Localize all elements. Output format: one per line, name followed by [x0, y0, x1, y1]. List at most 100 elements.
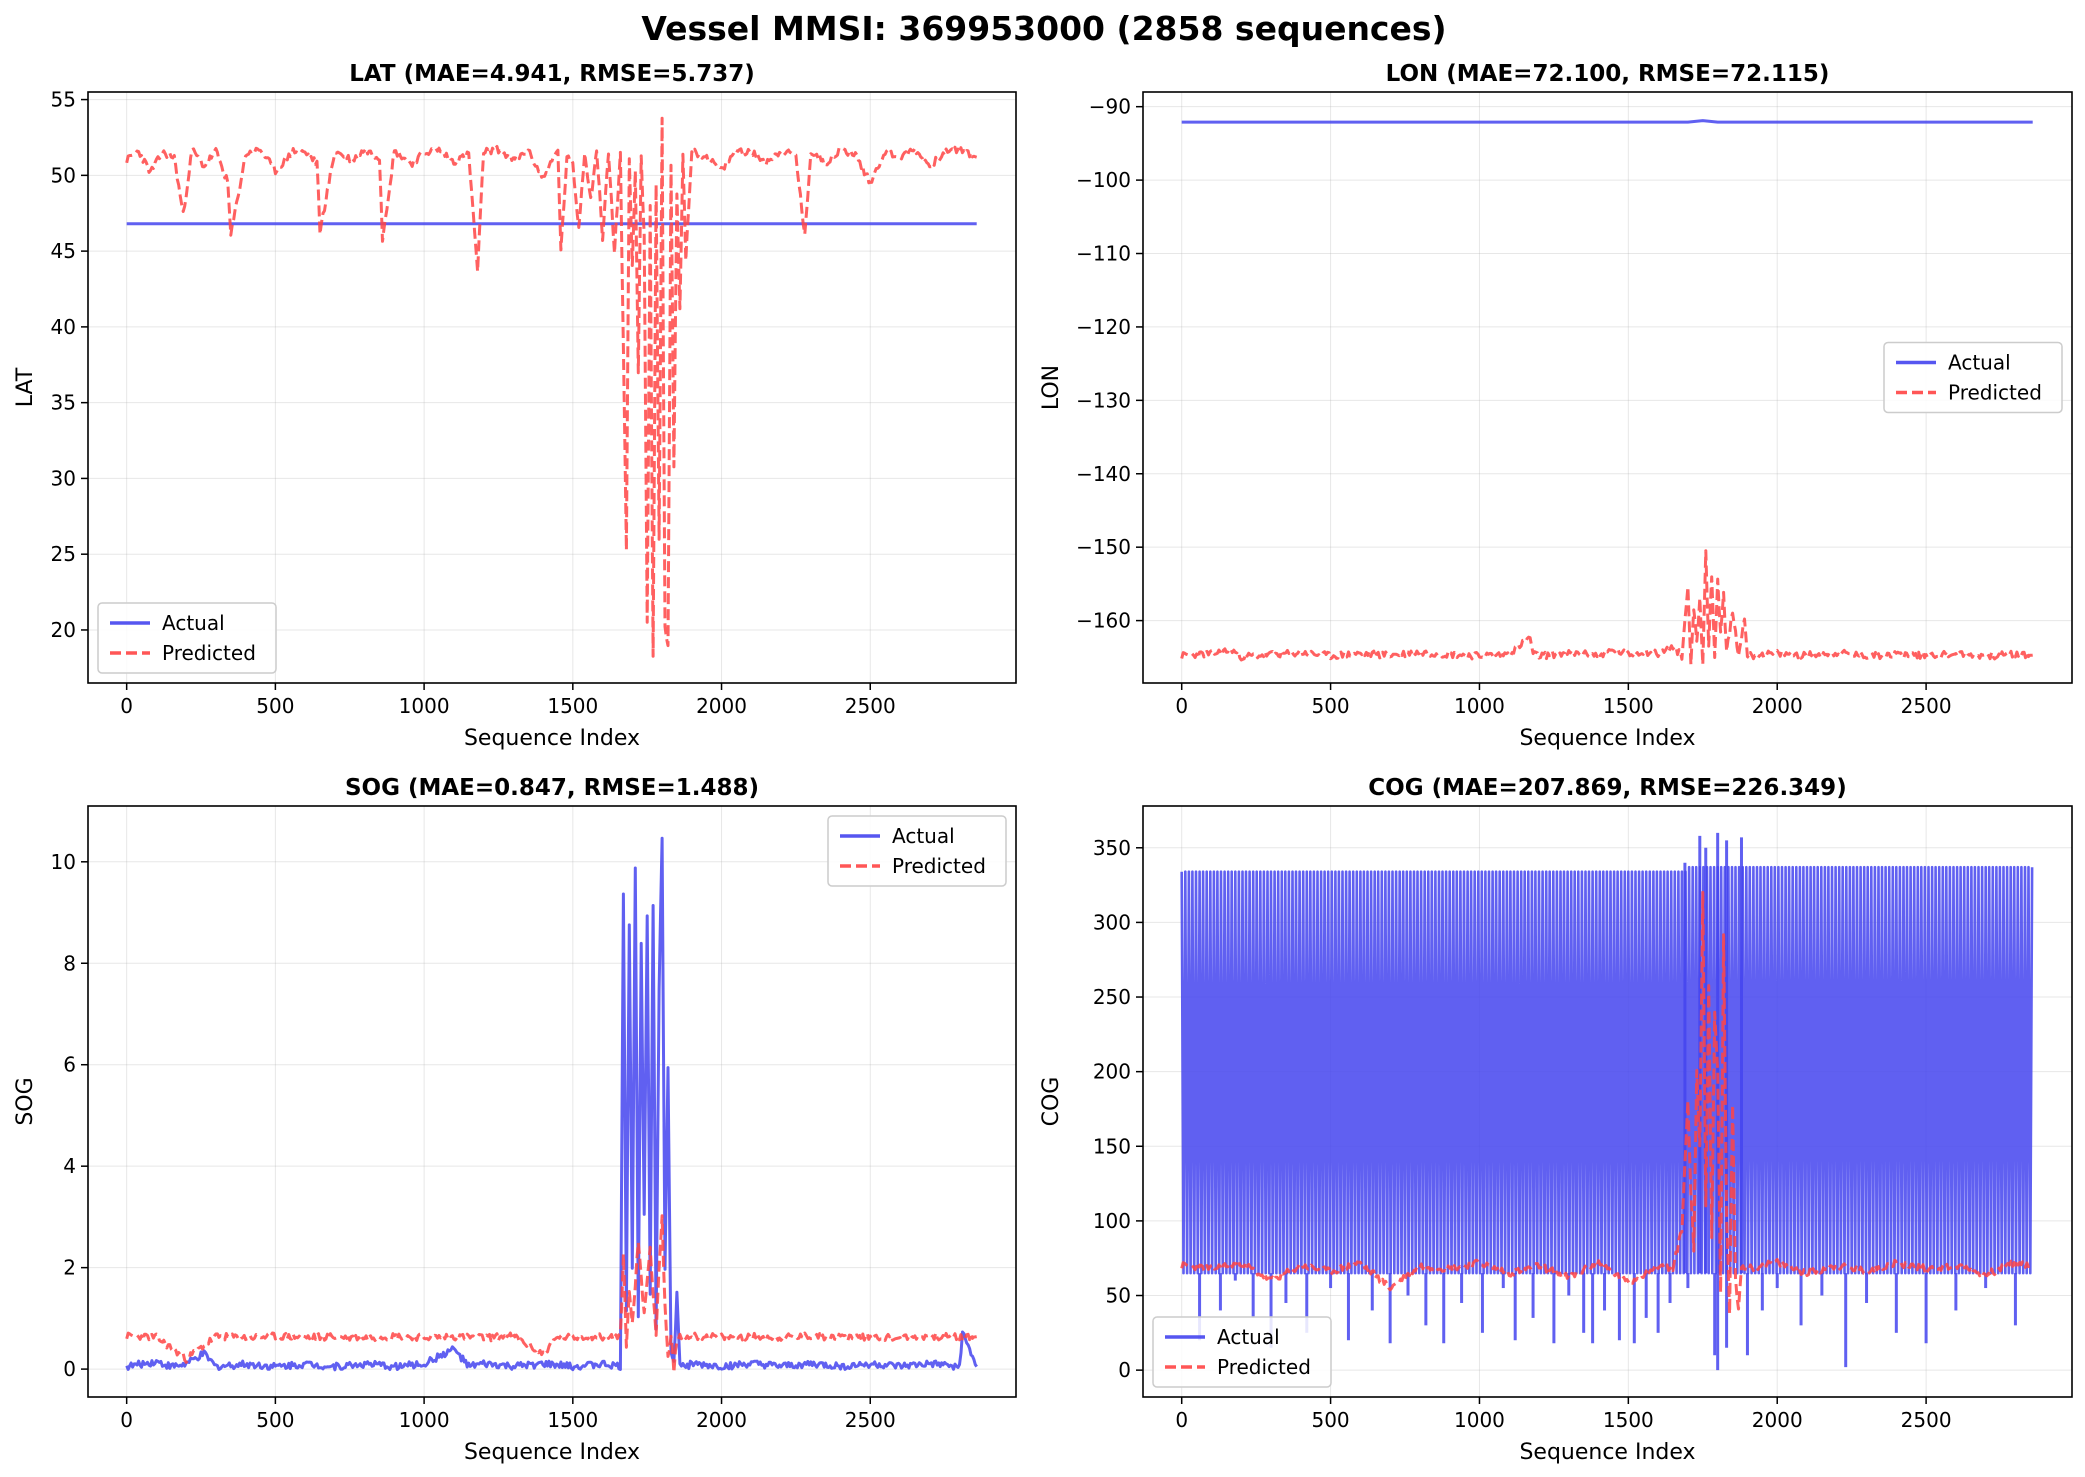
actual-line: [1180, 865, 2034, 1275]
predicted-line: [1180, 549, 2033, 666]
legend-label-actual: Actual: [1217, 1325, 1280, 1349]
y-tick-label: −130: [1076, 388, 1131, 412]
legend-box: [1152, 1316, 1332, 1388]
y-tick-label: −120: [1076, 315, 1131, 339]
predicted-line: [125, 116, 978, 658]
y-tick-label: 150: [1093, 1134, 1131, 1158]
plot-frame: [87, 805, 1017, 1398]
y-axis-label: LAT: [13, 367, 38, 407]
y-tick-label: −110: [1076, 242, 1131, 266]
legend-label-predicted: Predicted: [1948, 381, 2042, 405]
x-tick-label: 0: [1175, 1408, 1188, 1432]
x-tick-label: 500: [256, 694, 294, 718]
x-axis-label: Sequence Index: [464, 1440, 640, 1465]
x-tick-label: 1000: [399, 1408, 450, 1432]
actual-line: [1181, 119, 2033, 124]
x-tick-label: 500: [256, 1408, 294, 1432]
y-tick-label: −90: [1089, 95, 1131, 119]
predicted-line: [1180, 890, 2033, 1316]
lat-panel-title: LAT (MAE=4.941, RMSE=5.737): [349, 61, 754, 87]
x-tick-label: 2000: [1752, 694, 1803, 718]
y-tick-label: 25: [51, 542, 76, 566]
y-tick-label: 8: [63, 951, 76, 975]
legend-label-actual: Actual: [892, 824, 955, 848]
x-tick-label: 0: [120, 694, 133, 718]
y-tick-label: 0: [63, 1357, 76, 1381]
legend-label-predicted: Predicted: [162, 641, 256, 665]
x-tick-label: 2000: [696, 1408, 747, 1432]
legend: Actual Predicted: [1152, 1316, 1332, 1388]
x-tick-label: 0: [120, 1408, 133, 1432]
y-tick-label: 6: [63, 1053, 76, 1077]
predicted-series: [125, 1214, 978, 1375]
y-tick-label: 2: [63, 1256, 76, 1280]
x-tick-label: 1500: [1603, 694, 1654, 718]
y-tick-label: 45: [51, 239, 76, 263]
y-tick-label: 30: [51, 466, 76, 490]
y-tick-label: 20: [51, 618, 76, 642]
x-tick-label: 2000: [696, 694, 747, 718]
cog-panel-title: COG (MAE=207.869, RMSE=226.349): [1368, 775, 1846, 801]
y-tick-label: 350: [1093, 836, 1131, 860]
x-tick-label: 2500: [1901, 1408, 1952, 1432]
legend: Actual Predicted: [827, 815, 1007, 887]
y-tick-label: 250: [1093, 985, 1131, 1009]
y-tick-label: 35: [51, 391, 76, 415]
legend-label-predicted: Predicted: [1217, 1355, 1311, 1379]
y-tick-label: −100: [1076, 168, 1131, 192]
y-tick-label: 50: [1106, 1284, 1131, 1308]
lon-panel-title: LON (MAE=72.100, RMSE=72.115): [1386, 61, 1830, 87]
x-tick-label: 1000: [399, 694, 450, 718]
actual-series: [1180, 832, 2034, 1371]
y-tick-label: 0: [1118, 1358, 1131, 1382]
legend-label-predicted: Predicted: [892, 854, 986, 878]
sog-panel-title: SOG (MAE=0.847, RMSE=1.488): [345, 775, 759, 801]
legend-label-actual: Actual: [1948, 351, 2011, 375]
y-tick-label: 100: [1093, 1209, 1131, 1233]
actual-series: [125, 836, 978, 1372]
x-tick-label: 1000: [1454, 694, 1505, 718]
x-axis-label: Sequence Index: [464, 726, 640, 751]
y-tick-label: −160: [1076, 609, 1131, 633]
cog-panel: 0 500 1000 1500 2000 2500 0 50 100 150 200 250 300 35…: [1039, 775, 2073, 1465]
lon-panel: 0 500 1000 1500 2000 2500 −90 −100 −110 −120 −130 −…: [1039, 61, 2073, 751]
legend: Actual Predicted: [1883, 341, 2063, 414]
y-tick-label: 55: [51, 88, 76, 112]
x-tick-label: 1000: [1454, 1408, 1505, 1432]
y-tick-label: 200: [1093, 1060, 1131, 1084]
y-tick-label: 40: [51, 315, 76, 339]
x-tick-label: 1500: [1603, 1408, 1654, 1432]
actual-series: [1181, 119, 2033, 124]
x-tick-label: 1500: [547, 1408, 598, 1432]
predicted-series: [1180, 549, 2033, 666]
x-tick-label: 500: [1311, 1408, 1349, 1432]
x-tick-label: 500: [1311, 694, 1349, 718]
x-tick-label: 2500: [845, 1408, 896, 1432]
y-axis-label: COG: [1039, 1077, 1064, 1127]
plot-frame: [1142, 805, 2073, 1398]
x-tick-label: 2500: [1901, 694, 1952, 718]
figure-title: Vessel MMSI: 369953000 (2858 sequences): [641, 9, 1446, 48]
x-tick-label: 0: [1175, 694, 1188, 718]
x-axis-label: Sequence Index: [1519, 726, 1695, 751]
lat-panel: 0 500 1000 1500 2000 2500 20 25 30 35 40 45 50 55 LAT …: [13, 61, 1017, 751]
predicted-series: [1180, 890, 2033, 1316]
y-tick-label: 50: [51, 163, 76, 187]
legend-box: [97, 602, 277, 674]
x-tick-label: 2500: [845, 694, 896, 718]
plot-frame: [87, 91, 1017, 684]
y-tick-label: −150: [1076, 535, 1131, 559]
y-tick-label: 10: [51, 850, 76, 874]
predicted-line: [125, 1214, 978, 1375]
y-axis-label: SOG: [13, 1077, 38, 1125]
actual-line: [125, 836, 978, 1372]
y-axis-label: LON: [1039, 365, 1064, 410]
sog-panel: 0 500 1000 1500 2000 2500 0 2 4 6 8 10 SOG (MAE=0.84…: [13, 775, 1017, 1465]
legend-box: [827, 815, 1007, 887]
y-tick-label: 300: [1093, 910, 1131, 934]
legend: Actual Predicted: [97, 602, 277, 674]
plot-frame: [1142, 91, 2073, 684]
y-tick-label: 4: [63, 1154, 76, 1178]
x-tick-label: 1500: [547, 694, 598, 718]
